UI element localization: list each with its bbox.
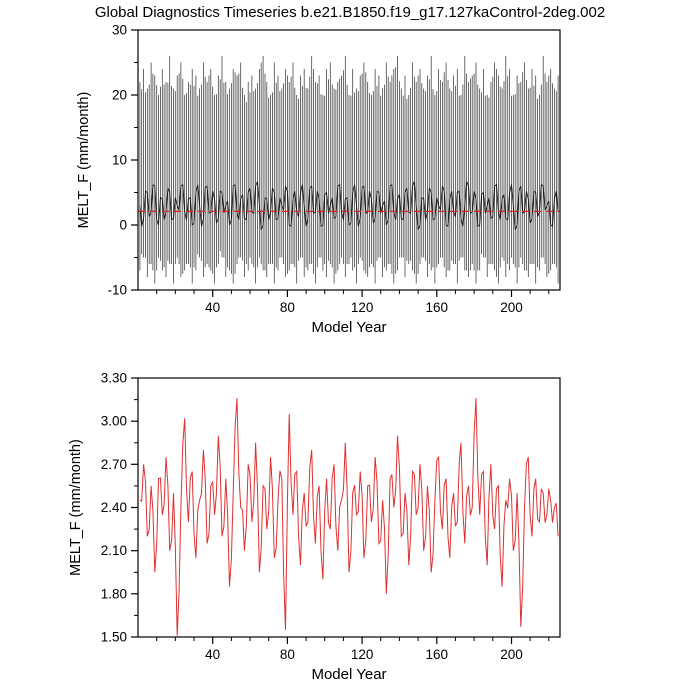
svg-text:-10: -10 [107,283,127,298]
svg-text:1.50: 1.50 [101,630,127,645]
svg-text:120: 120 [351,647,374,662]
svg-text:200: 200 [500,647,523,662]
plot-frame [137,29,561,291]
svg-text:1.80: 1.80 [101,586,127,601]
y-axis-label: MELT_F (mm/month) [68,439,84,576]
x-axis-label: Model Year [311,319,386,336]
axes-top: 40 80 120 160 200 -10 0 10 20 30 MELT_F (mm/month)… [76,23,561,336]
axes-bottom: 40 80 120 160 200 1.50 1.80 2.10 2.40 2.70 3.00 3.3… [68,371,561,683]
svg-text:80: 80 [280,300,295,315]
svg-text:2.40: 2.40 [101,500,127,515]
svg-text:20: 20 [112,88,127,103]
svg-text:160: 160 [426,647,449,662]
panel-bottom: 40 80 120 160 200 1.50 1.80 2.10 2.40 2.70 3.00 3.3… [68,371,561,683]
svg-text:40: 40 [205,647,220,662]
chart-title: Global Diagnostics Timeseries b.e21.B185… [94,4,606,21]
svg-text:10: 10 [112,153,127,168]
svg-text:200: 200 [500,300,523,315]
svg-text:3.00: 3.00 [101,414,127,429]
svg-text:40: 40 [205,300,220,315]
series-annual-mean [139,398,559,636]
svg-text:0: 0 [119,218,127,233]
svg-text:2.10: 2.10 [101,543,127,558]
svg-text:2.70: 2.70 [101,457,127,472]
svg-text:120: 120 [351,300,374,315]
plot-frame [137,377,561,638]
svg-text:3.30: 3.30 [101,371,127,386]
svg-text:80: 80 [280,647,295,662]
svg-text:30: 30 [112,23,127,38]
series-monthly-envelope [139,56,559,284]
y-axis-label: MELT_F (mm/month) [76,92,92,229]
x-axis-label: Model Year [311,666,386,683]
svg-text:160: 160 [426,300,449,315]
series-monthly-midband [139,181,559,230]
panel-top: 40 80 120 160 200 -10 0 10 20 30 MELT_F (mm/month)… [76,23,561,336]
